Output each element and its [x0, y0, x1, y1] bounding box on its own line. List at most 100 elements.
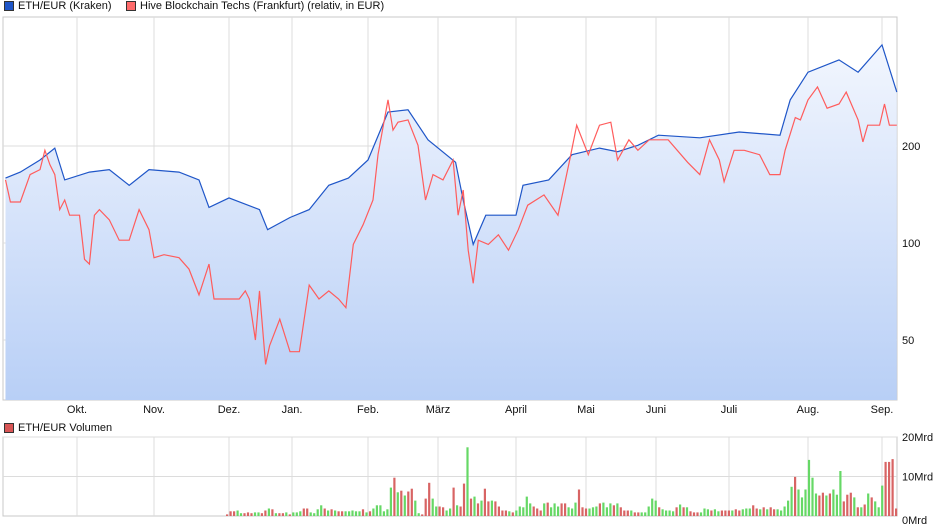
volume-bar [306, 508, 309, 516]
volume-bar [828, 493, 831, 516]
y-tick-label: 50 [902, 335, 914, 347]
volume-bar [358, 511, 361, 516]
volume-bar [745, 508, 748, 516]
volume-bar [473, 496, 476, 516]
volume-bar [511, 512, 514, 516]
volume-bar [469, 498, 473, 516]
volume-bar [309, 512, 312, 516]
x-tick-label: Feb. [357, 404, 379, 416]
volume-bar [637, 512, 640, 516]
volume-bar [226, 514, 229, 516]
volume-bar [375, 505, 378, 516]
volume-bar [682, 507, 685, 516]
volume-bar [790, 486, 793, 516]
volume-bar [699, 512, 703, 516]
volume-bar [396, 492, 399, 516]
volume-bar [529, 503, 532, 516]
x-tick-label: Juli [721, 404, 738, 416]
volume-bar [888, 461, 891, 516]
volume-bar [720, 510, 723, 516]
volume-bar [564, 503, 567, 516]
volume-bar [658, 507, 661, 516]
volume-bar [379, 505, 382, 516]
volume-bar [602, 502, 605, 516]
volume-bar [713, 509, 716, 516]
volume-bar [459, 506, 462, 516]
volume-bar [870, 497, 873, 516]
volume-bar [807, 459, 811, 516]
volume-bar [253, 512, 257, 516]
volume-bar [640, 512, 643, 516]
volume-bar [233, 511, 236, 516]
volume-bar [696, 512, 699, 516]
volume-bar [480, 500, 483, 516]
volume-bar [665, 510, 668, 516]
volume-bar [274, 513, 277, 516]
volume-bar [414, 500, 417, 516]
volume-bar [368, 511, 372, 516]
volume-bar [598, 503, 601, 516]
volume-bar [762, 507, 765, 516]
volume-bar [557, 506, 560, 516]
volume-bar [449, 508, 452, 516]
volume-bar [571, 508, 574, 516]
volume-bar [780, 510, 783, 516]
volume-bar [794, 476, 797, 516]
volume-bar [574, 502, 577, 516]
volume-bar [341, 511, 344, 516]
x-tick-label: März [426, 404, 450, 416]
x-tick-label: Aug. [797, 404, 820, 416]
volume-bar [403, 495, 406, 516]
volume-bar [692, 512, 696, 516]
legend-item-volume: ETH/EUR Volumen [4, 422, 112, 434]
volume-bar [264, 510, 267, 516]
volume-bar [679, 504, 682, 516]
volume-bar [577, 489, 581, 516]
volume-bar [849, 492, 852, 516]
volume-bar [734, 509, 737, 516]
volume-bar [804, 489, 807, 516]
legend-label-hive: Hive Blockchain Techs (Frankfurt) (relat… [140, 0, 385, 12]
volume-bar [546, 502, 549, 516]
volume-bar [438, 506, 441, 516]
x-tick-label: Okt. [67, 404, 87, 416]
volume-y-tick-label: 20Mrd [902, 432, 933, 444]
volume-bar [456, 505, 459, 516]
volume-bar [525, 496, 528, 516]
volume-bar [330, 509, 333, 516]
volume-bar [487, 501, 490, 516]
volume-bar [334, 510, 337, 516]
volume-bar [581, 507, 584, 516]
volume-bar [668, 510, 671, 516]
volume-bar [320, 505, 323, 516]
volume-bar [654, 500, 657, 516]
volume-bar [727, 510, 730, 516]
volume-bar [787, 500, 790, 516]
volume-bar [428, 482, 431, 516]
volume-bar [410, 488, 413, 516]
volume-bar [316, 509, 319, 516]
volume-bar [689, 511, 692, 516]
volume-bar [483, 488, 486, 516]
volume-bar [752, 505, 755, 516]
volume-bar [741, 509, 744, 516]
volume-bar [633, 512, 636, 516]
volume-bar [731, 510, 734, 516]
volume-bar [769, 507, 772, 516]
volume-bar [672, 511, 675, 516]
volume-bar [766, 509, 769, 516]
volume-bar [288, 514, 291, 516]
volume-bar [518, 506, 521, 516]
volume-bar [797, 489, 800, 516]
volume-bar [400, 490, 403, 516]
legend-swatch-volume [4, 423, 14, 433]
volume-bar [351, 510, 354, 516]
x-tick-label: Dez. [218, 404, 241, 416]
volume-bar [285, 512, 288, 516]
volume-bar [839, 471, 842, 516]
legend-swatch-hive [126, 1, 136, 11]
legend-label-eth: ETH/EUR (Kraken) [18, 0, 112, 12]
volume-bar [874, 501, 877, 516]
x-tick-label: Sep. [871, 404, 894, 416]
volume-bar [462, 483, 466, 516]
